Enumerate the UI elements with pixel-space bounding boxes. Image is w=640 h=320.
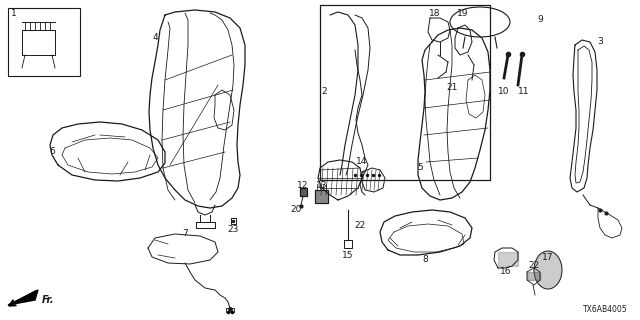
Polygon shape <box>527 272 540 280</box>
Text: 17: 17 <box>542 253 554 262</box>
Text: 20: 20 <box>291 205 301 214</box>
Text: 5: 5 <box>417 164 423 172</box>
Text: 18: 18 <box>429 10 441 19</box>
Text: 14: 14 <box>356 157 368 166</box>
Polygon shape <box>315 190 328 203</box>
Text: 9: 9 <box>537 15 543 25</box>
Text: 8: 8 <box>422 255 428 265</box>
Text: 23: 23 <box>227 226 239 235</box>
Polygon shape <box>8 290 38 305</box>
Text: 16: 16 <box>500 268 512 276</box>
Text: 11: 11 <box>518 87 530 97</box>
Text: 1: 1 <box>11 9 17 18</box>
Text: 3: 3 <box>597 37 603 46</box>
Ellipse shape <box>534 251 562 289</box>
Text: 21: 21 <box>446 84 458 92</box>
Text: 22: 22 <box>355 220 365 229</box>
Polygon shape <box>300 188 307 196</box>
Text: 22: 22 <box>529 260 540 269</box>
Text: 19: 19 <box>457 10 468 19</box>
Text: TX6AB4005: TX6AB4005 <box>584 305 628 314</box>
Text: 13: 13 <box>316 180 328 189</box>
Text: 12: 12 <box>298 180 308 189</box>
Text: 10: 10 <box>499 87 509 97</box>
Text: Fr.: Fr. <box>42 295 54 305</box>
Text: 6: 6 <box>49 148 55 156</box>
Text: 2: 2 <box>321 87 327 97</box>
Text: 15: 15 <box>342 251 354 260</box>
Bar <box>8 8 80 76</box>
Text: 7: 7 <box>182 229 188 238</box>
Text: 4: 4 <box>152 34 158 43</box>
Polygon shape <box>498 252 518 266</box>
